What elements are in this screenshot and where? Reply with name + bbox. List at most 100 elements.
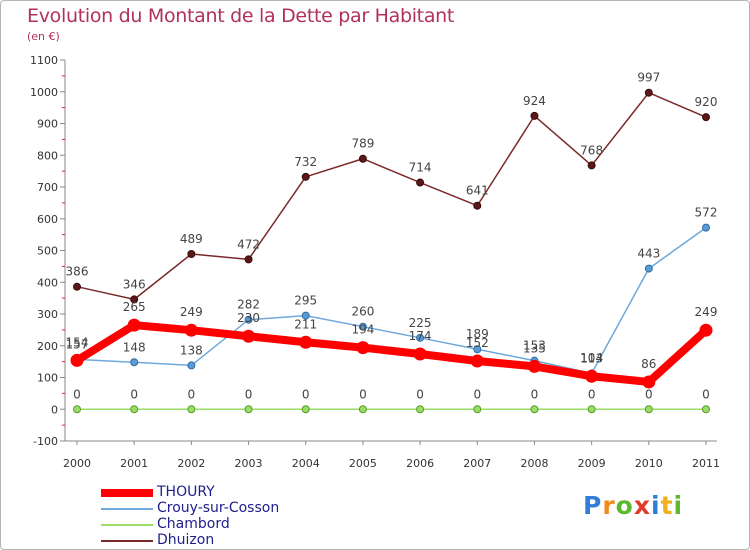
logo-letter: t (660, 491, 674, 520)
data-point-crouy-sur-cosson (473, 345, 482, 354)
data-label-chambord: 0 (302, 387, 310, 401)
legend-item-thoury[interactable]: THOURY (101, 484, 401, 501)
data-label-thoury: 104 (580, 351, 603, 365)
data-label-dhuizon: 386 (66, 265, 89, 279)
data-point-dhuizon (130, 295, 139, 304)
data-label-thoury: 135 (523, 341, 546, 355)
data-label-chambord: 0 (188, 387, 196, 401)
data-point-dhuizon (416, 178, 425, 187)
legend-label-crouy-sur-cosson: Crouy-sur-Cosson (157, 500, 280, 516)
data-label-crouy-sur-cosson: 138 (180, 343, 203, 357)
y-tick-label: 400 (37, 276, 58, 289)
data-label-crouy-sur-cosson: 157 (66, 337, 89, 351)
data-point-thoury (127, 318, 141, 332)
y-tick-label: 300 (37, 308, 58, 321)
data-point-chambord (358, 405, 367, 414)
data-label-thoury: 249 (180, 305, 203, 319)
chart-title: Evolution du Montant de la Dette par Hab… (27, 5, 455, 27)
data-point-chambord (473, 405, 482, 414)
logo-letter: i (651, 491, 661, 520)
data-point-dhuizon (473, 201, 482, 210)
data-point-thoury (413, 347, 427, 361)
x-tick-label: 2001 (120, 457, 148, 470)
data-point-dhuizon (244, 255, 253, 264)
y-tick-label: 1000 (30, 86, 58, 99)
data-label-dhuizon: 924 (523, 94, 546, 108)
y-tick-label: -100 (33, 435, 58, 448)
data-label-dhuizon: 997 (637, 71, 660, 85)
y-tick-label: 700 (37, 181, 58, 194)
logo-letter: i (673, 491, 684, 520)
x-tick-label: 2000 (63, 457, 91, 470)
y-tick-label: 600 (37, 213, 58, 226)
data-label-chambord: 0 (473, 387, 481, 401)
data-label-dhuizon: 768 (580, 143, 603, 157)
data-label-chambord: 0 (645, 387, 653, 401)
legend-swatch-crouy-sur-cosson (101, 508, 153, 510)
series-line-crouy-sur-cosson (76, 226, 707, 375)
data-label-dhuizon: 714 (409, 161, 432, 175)
data-label-thoury: 86 (641, 357, 656, 371)
data-label-thoury: 174 (409, 329, 432, 343)
proxiti-logo: Proxiti (583, 491, 683, 520)
data-label-dhuizon: 920 (695, 95, 718, 109)
data-point-chambord (530, 405, 539, 414)
y-tick-label: 800 (37, 149, 58, 162)
x-tick-label: 2003 (235, 457, 263, 470)
data-label-chambord: 0 (359, 387, 367, 401)
data-point-thoury (642, 375, 656, 389)
x-tick-label: 2006 (406, 457, 434, 470)
data-point-crouy-sur-cosson (644, 264, 653, 273)
data-point-chambord (587, 405, 596, 414)
legend-swatch-dhuizon (101, 540, 153, 542)
series-line-thoury (73, 321, 710, 386)
legend-item-dhuizon[interactable]: Dhuizon (101, 532, 401, 549)
legend-swatch-chambord (101, 524, 153, 526)
data-label-thoury: 211 (294, 317, 317, 331)
data-point-crouy-sur-cosson (416, 333, 425, 342)
logo-letter: P (583, 491, 603, 520)
data-label-chambord: 0 (588, 387, 596, 401)
data-point-dhuizon (187, 249, 196, 258)
data-label-thoury: 154 (66, 335, 89, 349)
data-label-chambord: 0 (531, 387, 539, 401)
legend-label-dhuizon: Dhuizon (157, 532, 215, 548)
data-point-crouy-sur-cosson (244, 315, 253, 324)
x-tick-label: 2008 (520, 457, 548, 470)
data-point-dhuizon (301, 172, 310, 181)
x-tick-label: 2002 (177, 457, 205, 470)
data-point-chambord (187, 405, 196, 414)
data-label-chambord: 0 (130, 387, 138, 401)
data-point-crouy-sur-cosson (130, 358, 139, 367)
data-label-thoury: 265 (123, 300, 146, 314)
logo-letter: o (615, 491, 634, 520)
y-tick-label: 200 (37, 340, 58, 353)
data-label-crouy-sur-cosson: 113 (580, 351, 603, 365)
y-tick-label: 500 (37, 245, 58, 258)
data-point-dhuizon (530, 111, 539, 120)
data-label-chambord: 0 (245, 387, 253, 401)
x-tick-label: 2010 (635, 457, 663, 470)
data-point-chambord (416, 405, 425, 414)
x-tick-label: 2007 (463, 457, 491, 470)
legend-item-chambord[interactable]: Chambord (101, 516, 401, 533)
data-label-dhuizon: 472 (237, 237, 260, 251)
data-point-thoury (242, 329, 256, 343)
data-label-chambord: 0 (702, 387, 710, 401)
data-point-chambord (301, 405, 310, 414)
data-label-crouy-sur-cosson: 572 (695, 206, 718, 220)
x-tick-label: 2011 (692, 457, 720, 470)
data-point-thoury (184, 323, 198, 337)
data-label-crouy-sur-cosson: 282 (237, 298, 260, 312)
data-label-crouy-sur-cosson: 443 (637, 247, 660, 261)
data-point-thoury (70, 353, 84, 367)
legend-item-crouy-sur-cosson[interactable]: Crouy-sur-Cosson (101, 500, 401, 517)
logo-letter: r (602, 491, 616, 520)
data-label-crouy-sur-cosson: 148 (123, 340, 146, 354)
data-point-dhuizon (644, 88, 653, 97)
data-point-chambord (644, 405, 653, 414)
data-point-thoury (470, 354, 484, 368)
y-tick-label: 1100 (30, 54, 58, 67)
data-label-chambord: 0 (73, 387, 81, 401)
